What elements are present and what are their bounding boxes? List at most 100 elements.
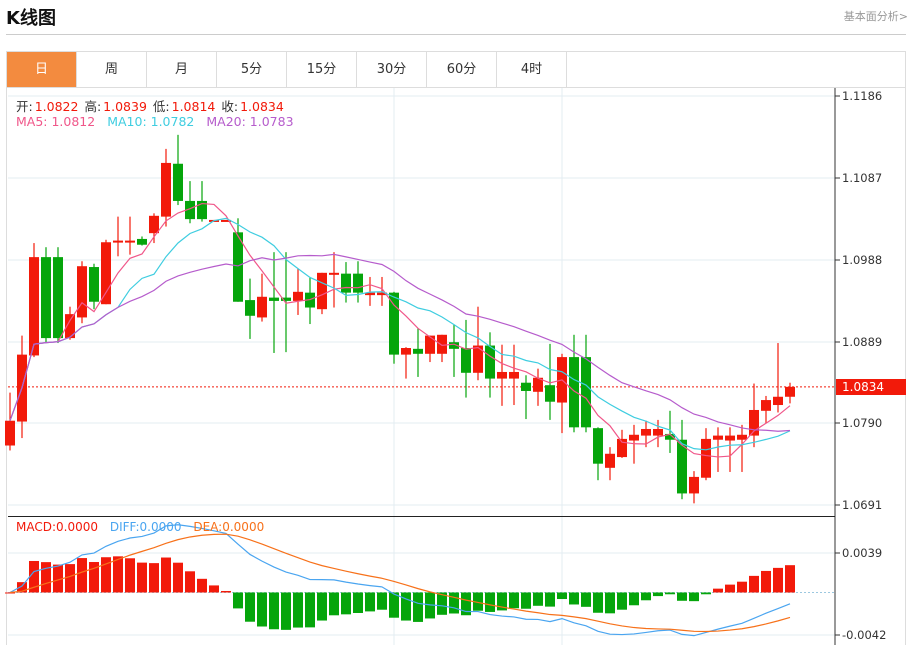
macd-bar xyxy=(245,592,255,622)
open-label: 开: xyxy=(16,99,33,114)
candle-down xyxy=(233,232,243,302)
period-tabs: 日 周 月 5分 15分 30分 60分 4时 xyxy=(7,52,567,87)
macd-bar xyxy=(173,562,183,593)
candle-up xyxy=(161,162,171,217)
macd-bar xyxy=(41,562,51,593)
candle-down xyxy=(137,238,147,245)
macd-bar xyxy=(389,592,399,618)
macd-bar xyxy=(269,592,279,630)
macd-bar xyxy=(401,592,411,621)
diff-line xyxy=(9,524,791,637)
macd-bar xyxy=(581,592,591,607)
macd-bar xyxy=(473,592,483,611)
candle-up xyxy=(29,257,39,356)
macd-bar xyxy=(569,592,579,605)
macd-bar xyxy=(137,562,147,593)
low-label: 低: xyxy=(152,99,170,114)
candle-up xyxy=(101,242,111,305)
candle-up xyxy=(473,345,483,373)
dea-value: DEA:0.0000 xyxy=(193,520,265,534)
macd-bar xyxy=(761,570,771,593)
tab-month[interactable]: 月 xyxy=(147,52,217,87)
tab-4hour[interactable]: 4时 xyxy=(497,52,567,87)
ma20-value: MA20: 1.0783 xyxy=(206,114,294,129)
ma-info: MA5: 1.0812 MA10: 1.0782 MA20: 1.0783 xyxy=(16,114,296,129)
candle-down xyxy=(245,300,255,316)
macd-bar xyxy=(317,592,327,621)
macd-bar xyxy=(353,592,363,613)
macd-bar xyxy=(341,592,351,615)
macd-bar xyxy=(257,592,267,627)
tab-5min[interactable]: 5分 xyxy=(217,52,287,87)
candle-up xyxy=(749,409,759,436)
ma5-line xyxy=(9,202,791,458)
macd-bar xyxy=(149,563,159,593)
macd-bar xyxy=(485,592,495,612)
tab-60min[interactable]: 60分 xyxy=(427,52,497,87)
tab-15min[interactable]: 15分 xyxy=(287,52,357,87)
candle-up xyxy=(641,428,651,436)
macd-tick-label: 0.0039 xyxy=(842,546,883,560)
macd-bar xyxy=(197,578,207,593)
candle-down xyxy=(545,385,555,402)
y-tick-label: 1.0988 xyxy=(842,253,883,267)
macd-bar xyxy=(509,592,519,609)
candle-up xyxy=(761,400,771,411)
tab-30min[interactable]: 30分 xyxy=(357,52,427,87)
candle-up xyxy=(629,434,639,441)
candle-up xyxy=(713,435,723,440)
high-label: 高: xyxy=(84,99,102,114)
y-tick-label: 1.0889 xyxy=(842,335,883,349)
candle-down xyxy=(593,428,603,464)
macd-bar xyxy=(77,558,87,593)
candle-down xyxy=(389,292,399,355)
candle-up xyxy=(509,371,519,379)
divider xyxy=(6,34,906,35)
tab-day[interactable]: 日 xyxy=(7,52,77,87)
candle-down xyxy=(185,200,195,220)
macd-bar xyxy=(497,592,507,611)
macd-bar xyxy=(89,562,99,593)
macd-bar xyxy=(773,567,783,593)
ma5-value: MA5: 1.0812 xyxy=(16,114,96,129)
macd-bar xyxy=(617,592,627,610)
macd-bar xyxy=(437,592,447,615)
candle-up xyxy=(737,434,747,440)
macd-bar xyxy=(629,592,639,606)
macd-bar xyxy=(17,582,27,593)
candle-down xyxy=(41,257,51,339)
candle-up xyxy=(77,266,87,318)
candle-up xyxy=(401,348,411,355)
candle-down xyxy=(353,273,363,293)
macd-bar xyxy=(713,588,723,593)
macd-bar xyxy=(221,590,231,593)
candle-up xyxy=(221,219,231,222)
candle-down xyxy=(269,297,279,301)
macd-bar xyxy=(5,592,15,594)
macd-bar xyxy=(749,575,759,593)
macd-bar xyxy=(209,585,219,593)
macd-bar xyxy=(293,592,303,628)
macd-bar xyxy=(461,592,471,616)
candle-up xyxy=(365,292,375,296)
page-title: K线图 xyxy=(6,8,56,29)
dea-line xyxy=(9,533,791,633)
y-tick-label: 1.1186 xyxy=(842,89,883,103)
candle-up xyxy=(425,335,435,354)
y-tick-label: 1.1087 xyxy=(842,171,883,185)
macd-bar xyxy=(101,557,111,593)
macd-bar xyxy=(65,564,75,593)
diff-value: DIFF:0.0000 xyxy=(109,520,182,534)
macd-bar xyxy=(113,556,123,593)
macd-bar xyxy=(641,592,651,601)
tab-week[interactable]: 周 xyxy=(77,52,147,87)
macd-bar xyxy=(125,558,135,593)
candle-up xyxy=(617,438,627,458)
macd-bar xyxy=(557,592,567,600)
chart-panel xyxy=(6,51,906,645)
candle-down xyxy=(677,439,687,494)
candle-down xyxy=(197,200,207,220)
macd-bar xyxy=(701,592,711,595)
fundamental-analysis-link[interactable]: 基本面分析> xyxy=(843,10,908,23)
